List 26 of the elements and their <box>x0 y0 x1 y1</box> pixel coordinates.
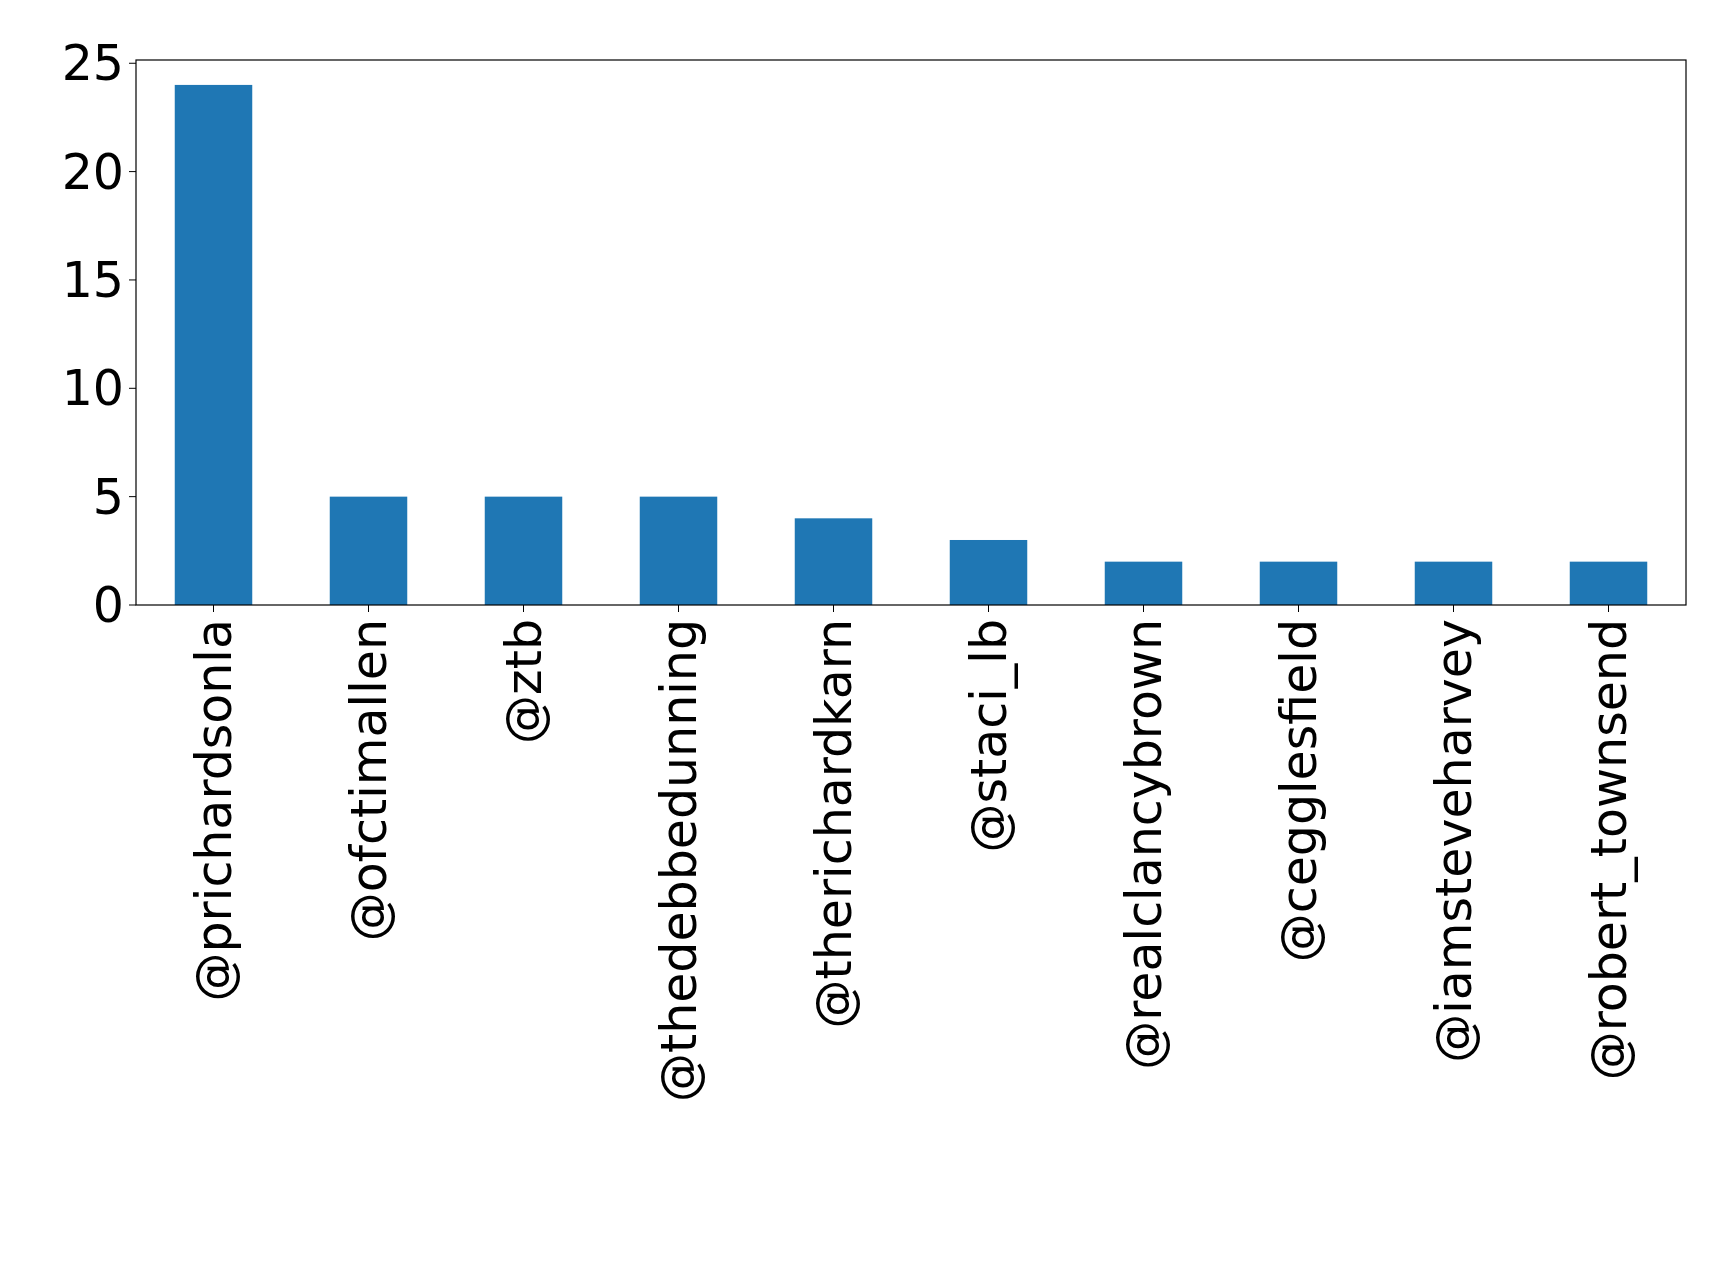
bar <box>1104 561 1183 605</box>
bar <box>1569 561 1648 605</box>
bar <box>639 496 718 605</box>
bar <box>484 496 563 605</box>
x-tick-label: @prichardsonla <box>185 619 243 1002</box>
y-tick-label: 0 <box>92 577 124 635</box>
bar <box>1259 561 1338 605</box>
y-tick-label: 5 <box>92 468 124 526</box>
bar <box>949 539 1028 605</box>
x-tick-label: @iamsteveharvey <box>1425 619 1483 1063</box>
x-tick-label: @robert_townsend <box>1580 619 1638 1081</box>
x-tick-label: @ztb <box>495 619 553 745</box>
bar <box>1414 561 1493 605</box>
x-tick-label: @realclancybrown <box>1115 619 1173 1070</box>
y-tick-label: 10 <box>61 360 124 418</box>
y-tick-label: 15 <box>61 252 124 310</box>
y-tick-label: 20 <box>61 143 124 201</box>
x-tick-label: @therichardkarn <box>805 619 863 1029</box>
x-tick-label: @ofctimallen <box>340 619 398 942</box>
bar <box>329 496 408 605</box>
x-tick-label: @staci_lb <box>960 619 1018 853</box>
y-tick-label: 25 <box>61 35 124 93</box>
x-tick-label: @cegglesfield <box>1270 619 1328 963</box>
bar <box>794 518 873 605</box>
x-tick-label: @thedebbedunning <box>650 619 708 1103</box>
bar <box>174 84 253 605</box>
